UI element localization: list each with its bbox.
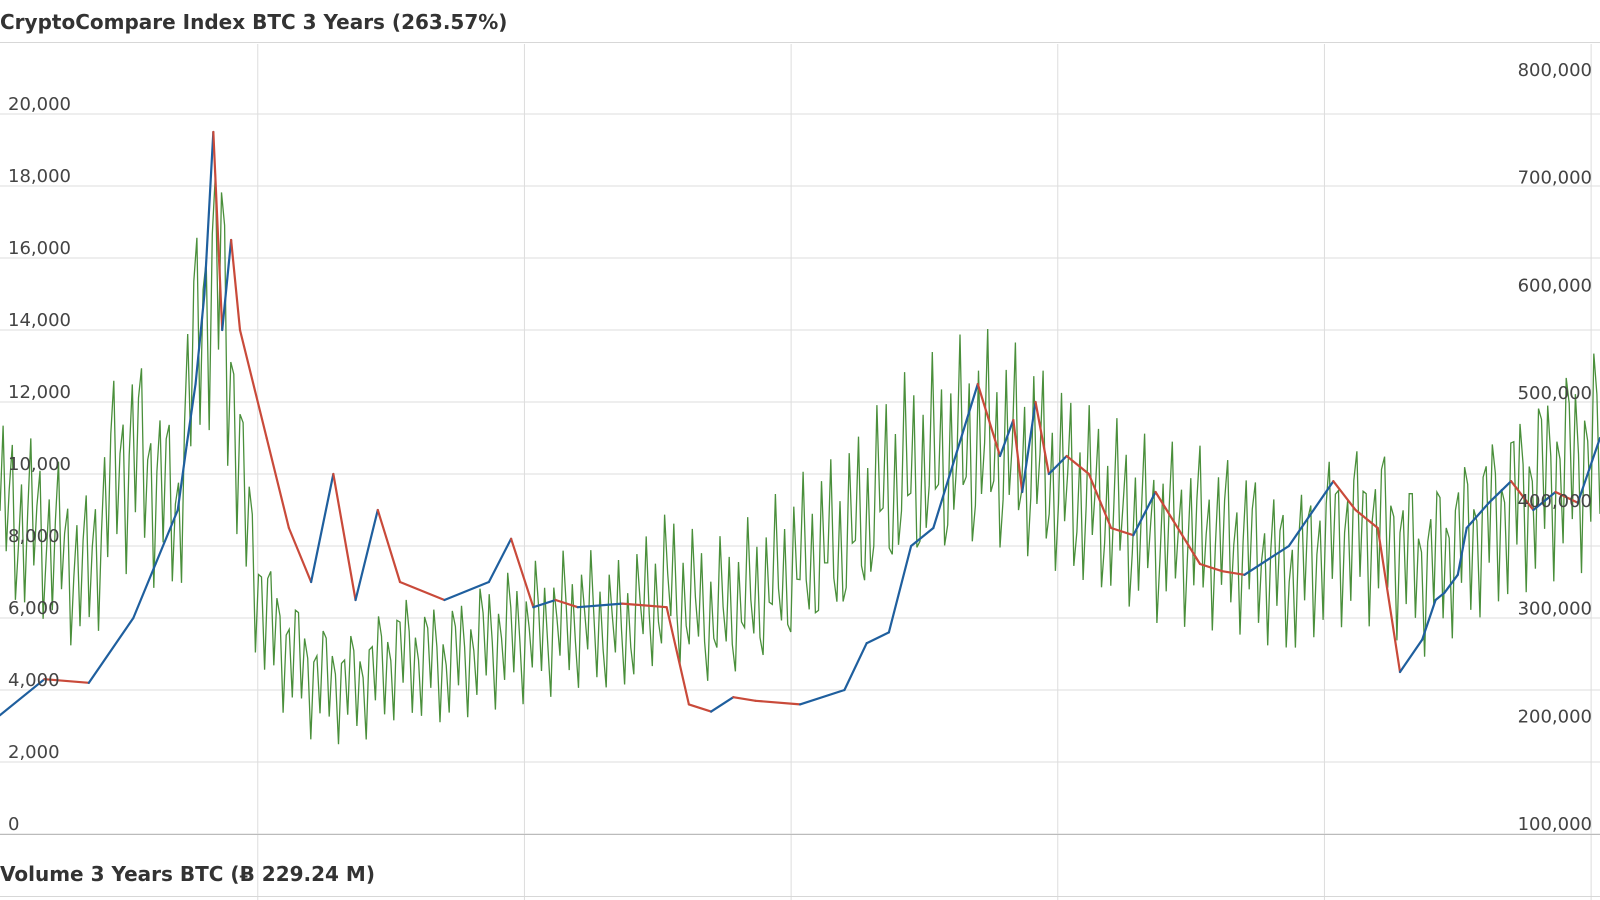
left-tick-label: 8,000: [8, 526, 60, 547]
price-segment-up: [1532, 490, 1557, 512]
price-segment-up: [1243, 544, 1290, 576]
title-divider: [0, 42, 1600, 43]
right-tick-label: 600,000: [1518, 275, 1592, 296]
price-segment-up: [865, 631, 890, 645]
right-tick-label: 100,000: [1518, 814, 1592, 835]
left-tick-label: 0: [8, 814, 19, 835]
chart-title: CryptoCompare Index BTC 3 Years (263.57%…: [0, 10, 508, 34]
price-segment-down: [1198, 562, 1224, 573]
price-segment-up: [1443, 573, 1459, 594]
left-tick-label: 10,000: [8, 454, 71, 475]
price-segment-down: [976, 382, 1002, 458]
left-tick-label: 6,000: [8, 598, 60, 619]
price-segment-down: [510, 537, 535, 609]
price-segment-down: [1332, 480, 1357, 512]
price-segment-up: [932, 382, 979, 530]
left-tick-label: 20,000: [8, 94, 71, 115]
left-tick-label: 4,000: [8, 670, 60, 691]
price-segment-down: [1510, 480, 1535, 512]
price-segment-down: [1087, 472, 1113, 530]
price-segment-up: [1456, 526, 1468, 576]
right-tick-label: 800,000: [1518, 60, 1592, 81]
price-segment-up: [843, 642, 868, 692]
price-segment-down: [1154, 490, 1202, 566]
right-tick-label: 300,000: [1518, 599, 1592, 620]
left-axis-labels: 0 2,000 4,000 6,000 8,000 10,000 12,000 14,000 1…: [8, 94, 71, 835]
price-segment-up: [1576, 436, 1600, 504]
price-segment-up: [1465, 501, 1490, 530]
price-segment-up: [310, 472, 335, 584]
price-segment-up: [443, 580, 490, 602]
price-segment-up: [1434, 591, 1446, 602]
right-axis-labels: 100,000 200,000 300,000 400,000 500,000 600,0…: [1518, 60, 1592, 835]
price-segment-down: [230, 238, 242, 332]
price-segment-up: [887, 544, 913, 634]
left-tick-label: 18,000: [8, 166, 71, 187]
grid-lines: [0, 44, 1600, 900]
price-segment-up: [1287, 480, 1335, 548]
price-segment-down: [665, 606, 690, 706]
price-segment-up: [532, 598, 557, 609]
price-segment-up: [0, 678, 46, 717]
price-segment-down: [238, 328, 268, 440]
price-segment-down: [1354, 508, 1379, 530]
price-segment-up: [1132, 490, 1157, 537]
volume-series: [0, 173, 1600, 745]
price-segment-down: [732, 696, 757, 702]
price-segment-up: [710, 696, 735, 713]
price-segment-down: [1376, 526, 1402, 674]
price-segment-up: [221, 238, 233, 332]
price-segment-up: [176, 444, 188, 512]
x-axis-line: [0, 834, 1600, 835]
left-tick-label: 2,000: [8, 742, 60, 763]
price-series: [0, 130, 1600, 717]
price-segment-up: [798, 688, 846, 706]
price-segment-up: [87, 616, 135, 684]
price-segment-down: [376, 508, 402, 584]
price-segment-down: [621, 602, 668, 609]
volume-line: [0, 173, 1600, 745]
price-segment-down: [332, 472, 357, 602]
price-segment-up: [576, 602, 624, 609]
price-segment-up: [194, 292, 206, 386]
left-tick-label: 14,000: [8, 310, 71, 331]
price-segment-up: [1487, 480, 1513, 504]
price-segment-up: [998, 418, 1015, 458]
price-segment-down: [1110, 526, 1135, 537]
price-segment-up: [354, 508, 379, 602]
price-segment-up: [154, 508, 179, 566]
price-segment-down: [1554, 490, 1579, 504]
price-segment-down: [554, 598, 579, 609]
left-tick-label: 16,000: [8, 238, 71, 259]
right-tick-label: 700,000: [1518, 168, 1592, 189]
price-segment-down: [1221, 570, 1246, 576]
right-tick-label: 400,000: [1518, 491, 1592, 512]
price-segment-up: [132, 562, 157, 620]
price-segment-down: [212, 130, 224, 332]
price-segment-down: [398, 580, 446, 602]
price-segment-up: [1021, 400, 1037, 494]
price-segment-down: [287, 526, 313, 584]
price-segment-down: [43, 678, 90, 684]
price-segment-down: [265, 436, 290, 530]
price-segment-up: [1421, 598, 1437, 641]
volume-title: Volume 3 Years BTC (Ƀ 229.24 M): [0, 862, 375, 886]
price-segment-up: [185, 382, 197, 447]
price-segment-up: [910, 526, 935, 548]
left-tick-label: 12,000: [8, 382, 71, 403]
price-segment-down: [1034, 400, 1050, 476]
volume-divider: [0, 896, 1600, 897]
price-segment-up: [1047, 454, 1068, 476]
price-segment-up: [487, 537, 513, 584]
price-segment-up: [1398, 638, 1424, 674]
price-segment-down: [1012, 418, 1024, 494]
right-tick-label: 200,000: [1518, 706, 1592, 727]
right-tick-label: 500,000: [1518, 383, 1592, 404]
price-segment-down: [687, 703, 713, 713]
price-segment-down: [754, 699, 802, 706]
price-segment-up: [203, 130, 215, 296]
price-segment-down: [1065, 454, 1090, 476]
